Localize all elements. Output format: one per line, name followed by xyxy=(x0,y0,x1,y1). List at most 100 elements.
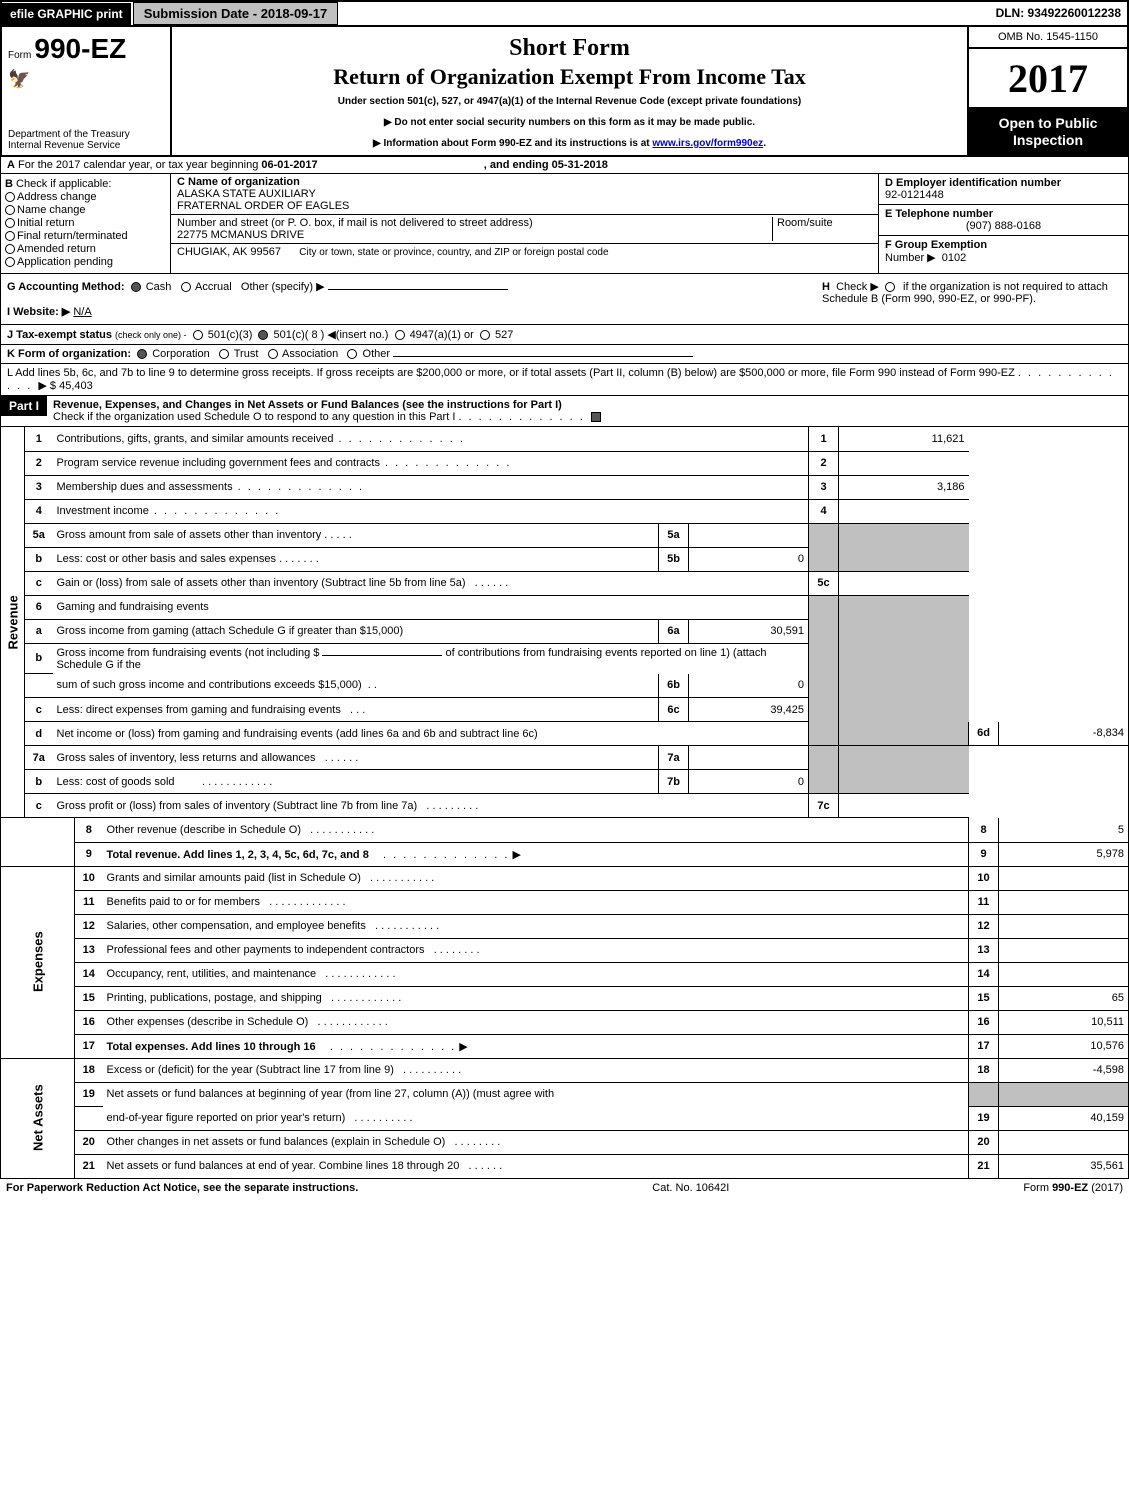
ssn-warning: ▶ Do not enter social security numbers o… xyxy=(182,117,957,128)
radio-assoc[interactable] xyxy=(268,349,278,359)
expenses-side-label: Expenses xyxy=(1,866,75,1058)
chk-amended-return[interactable]: Amended return xyxy=(5,243,166,255)
revenue-side-cont xyxy=(1,818,75,866)
part-1-subtitle: Check if the organization used Schedule … xyxy=(53,411,455,423)
table-row: 20 Other changes in net assets or fund b… xyxy=(1,1130,1129,1154)
radio-trust[interactable] xyxy=(219,349,229,359)
group-exemption-row: F Group Exemption Number ▶ 0102 xyxy=(879,236,1128,273)
chk-application-pending-label: Application pending xyxy=(17,256,113,268)
info-line: ▶ Information about Form 990-EZ and its … xyxy=(182,138,957,149)
room-label: Room/suite xyxy=(777,217,833,229)
short-form-title: Short Form xyxy=(182,35,957,62)
sub-label: 6b xyxy=(659,674,689,698)
line-desc: Grants and similar amounts paid (list in… xyxy=(107,872,361,884)
radio-501c[interactable] xyxy=(258,330,268,340)
table-row: 14 Occupancy, rent, utilities, and maint… xyxy=(1,962,1129,986)
form-title: Return of Organization Exempt From Incom… xyxy=(182,64,957,90)
part-1-title-cell: Revenue, Expenses, and Changes in Net As… xyxy=(47,396,609,426)
org-name-row: C Name of organization ALASKA STATE AUXI… xyxy=(171,174,878,215)
line-desc-c: sum of such gross income and contributio… xyxy=(57,679,362,691)
line-desc: Membership dues and assessments xyxy=(57,481,233,493)
info-prefix: ▶ Information about Form 990-EZ and its … xyxy=(373,138,652,149)
line-num: b xyxy=(25,770,53,794)
line-num: 2 xyxy=(25,451,53,475)
chk-schedule-b[interactable] xyxy=(885,282,895,292)
table-row: 12 Salaries, other compensation, and emp… xyxy=(1,914,1129,938)
line-desc-b: end-of-year figure reported on prior yea… xyxy=(107,1112,346,1124)
line-desc: Total expenses. Add lines 10 through 16 xyxy=(107,1041,316,1053)
k-o4: Other xyxy=(363,348,391,360)
line-box: 11 xyxy=(969,890,999,914)
j-suffix: (check only one) - xyxy=(115,330,187,340)
line-box: 7c xyxy=(809,794,839,818)
top-bar-left: efile GRAPHIC print Submission Date - 20… xyxy=(2,2,338,25)
accrual-label: Accrual xyxy=(195,281,232,293)
org-name-1: ALASKA STATE AUXILIARY xyxy=(177,188,316,200)
sub-label: 6c xyxy=(659,698,689,722)
table-row: 8 Other revenue (describe in Schedule O)… xyxy=(1,818,1129,842)
radio-cash[interactable] xyxy=(131,282,141,292)
line-num: 1 xyxy=(25,427,53,451)
line-desc-a: Gross income from fundraising events (no… xyxy=(57,647,320,659)
cash-label: Cash xyxy=(146,281,172,293)
city-label: City or town, state or province, country… xyxy=(299,247,608,258)
table-row: 15 Printing, publications, postage, and … xyxy=(1,986,1129,1010)
shaded-cell xyxy=(839,595,969,746)
top-bar: efile GRAPHIC print Submission Date - 20… xyxy=(0,0,1129,27)
chk-application-pending[interactable]: Application pending xyxy=(5,256,166,268)
k-o3: Association xyxy=(282,348,338,360)
tax-year: 2017 xyxy=(969,49,1127,109)
line-box: 17 xyxy=(969,1034,999,1058)
shaded-cell xyxy=(809,595,839,746)
table-row: 2 Program service revenue including gove… xyxy=(1,451,1129,475)
line-num: 13 xyxy=(75,938,103,962)
line-num: d xyxy=(25,722,53,746)
line-desc: Less: direct expenses from gaming and fu… xyxy=(57,704,341,716)
line-num-blank xyxy=(75,1106,103,1130)
chk-schedule-o[interactable] xyxy=(591,412,601,422)
irs-link[interactable]: www.irs.gov/form990ez xyxy=(652,138,763,149)
radio-accrual[interactable] xyxy=(181,282,191,292)
line-num: 14 xyxy=(75,962,103,986)
radio-527[interactable] xyxy=(480,330,490,340)
label-f: F Group Exemption xyxy=(885,239,987,251)
chk-address-change[interactable]: Address change xyxy=(5,191,166,203)
line-box: 1 xyxy=(809,427,839,451)
table-row: end-of-year figure reported on prior yea… xyxy=(1,1106,1129,1130)
line-desc: Less: cost or other basis and sales expe… xyxy=(57,553,277,565)
row-j: J Tax-exempt status (check only one) - 5… xyxy=(0,325,1129,345)
ein-value: 92-0121448 xyxy=(885,189,944,201)
line-desc: Less: cost of goods sold xyxy=(57,776,175,788)
chk-initial-return[interactable]: Initial return xyxy=(5,217,166,229)
line-val: 40,159 xyxy=(999,1106,1129,1130)
efile-print-button[interactable]: efile GRAPHIC print xyxy=(2,3,131,25)
other-label: Other (specify) ▶ xyxy=(241,281,325,293)
line-desc-a: Net assets or fund balances at beginning… xyxy=(107,1088,555,1100)
table-row: 3 Membership dues and assessments 3 3,18… xyxy=(1,475,1129,499)
line-box: 14 xyxy=(969,962,999,986)
sub-val: 0 xyxy=(689,547,809,571)
line-num: 7a xyxy=(25,746,53,770)
submission-date-box: Submission Date - 2018-09-17 xyxy=(133,2,339,25)
row-k: K Form of organization: Corporation Trus… xyxy=(0,345,1129,364)
radio-corp[interactable] xyxy=(137,349,147,359)
city-state-zip: CHUGIAK, AK 99567 xyxy=(177,246,281,258)
dln-number: DLN: 93492260012238 xyxy=(990,2,1127,25)
line-box: 6d xyxy=(969,722,999,746)
sub-label: 7a xyxy=(659,746,689,770)
chk-name-change[interactable]: Name change xyxy=(5,204,166,216)
line-val: 10,511 xyxy=(999,1010,1129,1034)
chk-final-return-label: Final return/terminated xyxy=(17,230,128,242)
radio-other-org[interactable] xyxy=(347,349,357,359)
radio-4947[interactable] xyxy=(395,330,405,340)
j-o4: 527 xyxy=(495,329,513,341)
label-c: C Name of organization xyxy=(177,176,300,188)
chk-final-return[interactable]: Final return/terminated xyxy=(5,230,166,242)
table-row: 13 Professional fees and other payments … xyxy=(1,938,1129,962)
line-val xyxy=(999,866,1129,890)
line-box: 10 xyxy=(969,866,999,890)
radio-501c3[interactable] xyxy=(193,330,203,340)
dept-line1: Department of the Treasury xyxy=(8,129,130,140)
chk-initial-return-label: Initial return xyxy=(17,217,74,229)
line-desc: Gaming and fundraising events xyxy=(57,601,209,613)
